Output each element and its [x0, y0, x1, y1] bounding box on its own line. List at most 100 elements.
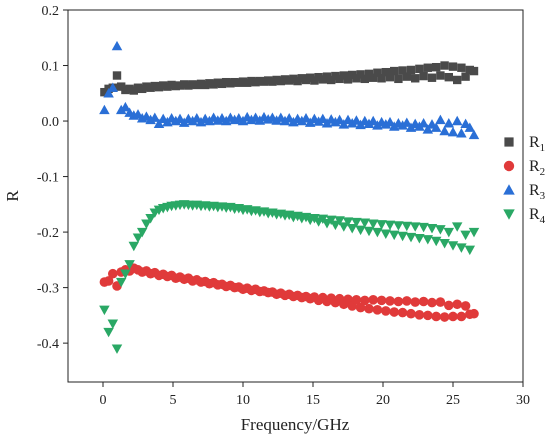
data-point-R4 — [338, 222, 350, 232]
data-point-R2 — [108, 268, 118, 279]
data-point-R2 — [456, 311, 467, 322]
data-point-R4 — [397, 231, 408, 242]
legend-marker-R1 — [504, 137, 514, 147]
data-point-R1 — [385, 72, 395, 82]
data-point-R1 — [398, 66, 407, 75]
data-point-R1 — [444, 72, 453, 82]
data-point-R4 — [376, 220, 387, 230]
data-point-R2 — [355, 302, 366, 313]
data-point-R4 — [132, 233, 144, 243]
data-point-R4 — [372, 227, 383, 238]
data-point-R3 — [468, 129, 480, 140]
data-point-R3 — [351, 115, 362, 125]
y-tick-label: 0.1 — [42, 60, 60, 75]
data-point-R2 — [360, 295, 370, 306]
data-point-R2 — [423, 310, 433, 321]
data-point-R4 — [388, 230, 400, 241]
y-tick-label: 0.0 — [42, 115, 60, 130]
data-point-R2 — [448, 311, 458, 322]
data-point-R3 — [456, 128, 467, 138]
data-point-R1 — [369, 73, 378, 82]
data-point-R4 — [111, 344, 123, 354]
x-tick-label: 25 — [446, 393, 460, 408]
data-point-R2 — [406, 308, 416, 319]
legend-item-R4: R4 — [503, 206, 546, 226]
data-point-R1 — [390, 66, 399, 76]
data-point-R4 — [422, 235, 434, 245]
y-tick-label: -0.1 — [37, 171, 59, 186]
data-point-R4 — [342, 217, 354, 227]
data-point-R4 — [443, 227, 455, 238]
data-point-R3 — [401, 117, 413, 127]
data-point-R2 — [402, 296, 412, 306]
y-tick-label: -0.3 — [37, 282, 59, 297]
data-point-R1 — [293, 76, 302, 86]
x-tick-label: 20 — [376, 393, 390, 408]
legend-item-R2: R2 — [503, 158, 545, 178]
data-point-R3 — [443, 118, 455, 128]
data-point-R3 — [422, 124, 434, 134]
data-point-R3 — [439, 125, 450, 136]
data-point-R2 — [435, 297, 446, 307]
data-point-R3 — [397, 120, 408, 130]
legend-item-R3: R3 — [503, 182, 546, 202]
data-point-R1 — [453, 75, 462, 85]
data-point-R1 — [440, 61, 449, 70]
data-point-R1 — [112, 71, 122, 80]
data-point-R2 — [418, 296, 429, 307]
data-point-R4 — [363, 226, 375, 237]
data-point-R2 — [427, 297, 437, 308]
data-point-R3 — [435, 114, 446, 125]
legend: R1 R2 R3 R4 — [503, 134, 546, 226]
data-point-R4 — [409, 222, 421, 232]
legend-label-R3: R3 — [529, 182, 546, 202]
data-point-R1 — [188, 80, 197, 89]
data-point-R4 — [141, 219, 152, 230]
data-point-R3 — [300, 113, 312, 123]
data-point-R1 — [230, 77, 239, 87]
data-point-R2 — [372, 305, 383, 315]
data-point-R4 — [124, 260, 135, 270]
data-point-R1 — [457, 63, 466, 72]
data-point-R2 — [351, 295, 362, 305]
x-tick-label: 30 — [516, 393, 530, 408]
data-point-R4 — [401, 221, 413, 232]
data-point-R3 — [363, 118, 375, 129]
data-point-R3 — [111, 40, 123, 51]
data-point-R2 — [364, 303, 374, 314]
plot-axes — [67, 9, 524, 383]
data-point-R1 — [373, 68, 382, 77]
y-axis-ticks: 0.2 0.1 0.0 -0.1 -0.2 -0.3 -0.4 — [37, 4, 68, 352]
y-tick-label: -0.2 — [37, 226, 59, 241]
data-point-R2 — [385, 296, 395, 306]
series-R2 — [99, 263, 479, 322]
x-tick-label: 0 — [100, 393, 107, 408]
x-tick-label: 15 — [306, 393, 320, 408]
plot-frame — [67, 9, 524, 383]
data-point-R2 — [460, 301, 471, 311]
data-point-R1 — [377, 74, 386, 83]
y-tick-label: -0.4 — [37, 337, 59, 352]
data-point-R1 — [423, 63, 432, 72]
data-point-R1 — [448, 62, 458, 71]
data-point-R3 — [346, 118, 358, 128]
data-point-R3 — [384, 116, 396, 127]
data-point-R2 — [452, 299, 463, 310]
data-points — [99, 40, 480, 354]
data-point-R1 — [100, 87, 109, 97]
data-point-R2 — [381, 306, 391, 316]
series-R3 — [99, 40, 480, 140]
legend-item-R1: R1 — [504, 134, 545, 154]
data-point-R3 — [430, 122, 442, 132]
series-R4 — [99, 200, 480, 354]
data-point-R2 — [389, 307, 400, 317]
data-point-R2 — [439, 312, 450, 322]
data-point-R4 — [430, 236, 442, 247]
data-point-R3 — [317, 113, 329, 124]
y-axis-title: R — [3, 190, 22, 202]
data-point-R2 — [414, 310, 425, 320]
data-point-R1 — [251, 77, 260, 87]
series-R1 — [100, 61, 479, 97]
data-point-R4 — [99, 305, 110, 316]
